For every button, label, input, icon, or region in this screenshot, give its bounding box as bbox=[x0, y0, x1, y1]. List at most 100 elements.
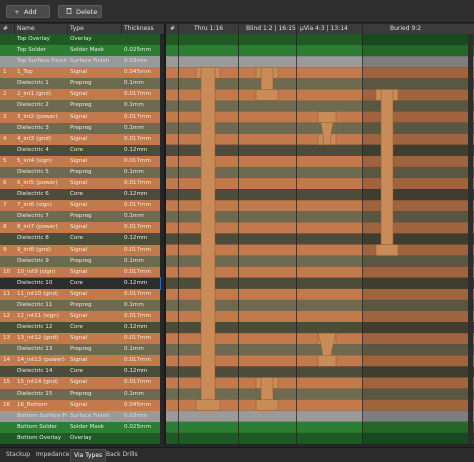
col-header-type[interactable]: Type bbox=[70, 25, 84, 32]
layer-thickness-cell: 0.12mm bbox=[124, 146, 148, 153]
layer-type-cell: Prepreg bbox=[70, 390, 92, 397]
delete-button[interactable]: Delete bbox=[58, 5, 102, 18]
layer-row[interactable]: 6 6_int5 (power) Signal 0.017mm bbox=[0, 178, 160, 190]
vertical-scrollbar[interactable] bbox=[468, 34, 473, 444]
layer-row[interactable]: Dielectric 13 Prepreg 0.1mm bbox=[0, 344, 160, 356]
layer-band bbox=[166, 344, 474, 356]
layer-number-cell bbox=[3, 322, 13, 333]
via-stack-drawing bbox=[166, 34, 474, 444]
layer-number-cell: 15 bbox=[3, 379, 11, 386]
layer-row[interactable]: 14 14_int13 (power) Signal 0.017mm bbox=[0, 355, 160, 367]
layer-thickness-cell: 0.017mm bbox=[124, 246, 151, 253]
layer-row[interactable]: Dielectric 5 Prepreg 0.1mm bbox=[0, 166, 160, 179]
layer-band bbox=[166, 211, 474, 223]
layer-type-cell: Surface Finish bbox=[70, 58, 110, 65]
layer-row[interactable]: Dielectric 3 Prepreg 0.1mm bbox=[0, 122, 160, 134]
layer-row[interactable]: Top Solder Solder Mask 0.025mm bbox=[0, 45, 160, 57]
layer-thickness-cell bbox=[124, 34, 164, 45]
layer-row[interactable]: Top Overlay Overlay bbox=[0, 34, 160, 46]
layer-row[interactable]: 4 4_int3 (gnd) Signal 0.017mm bbox=[0, 133, 160, 146]
layer-band bbox=[166, 432, 474, 444]
layer-thickness-cell: 0.12mm bbox=[124, 191, 148, 198]
layer-row[interactable]: Dielectric 12 Core 0.12mm bbox=[0, 322, 160, 334]
layer-row[interactable]: Dielectric 8 Core 0.12mm bbox=[0, 233, 160, 245]
layer-row[interactable]: 11 11_int10 (gnd) Signal 0.017mm bbox=[0, 288, 160, 301]
layer-row[interactable]: 16 16_Bottom Signal 0.045mm bbox=[0, 399, 160, 411]
col-header-num[interactable]: # bbox=[3, 25, 9, 32]
layer-row[interactable]: 8 8_int7 (power) Signal 0.017mm bbox=[0, 222, 160, 234]
layer-number-cell bbox=[3, 389, 13, 400]
layer-thickness-cell: 0.017mm bbox=[124, 91, 151, 98]
layer-number-cell bbox=[3, 366, 13, 377]
layer-band bbox=[166, 399, 474, 411]
col-header-thickness[interactable]: Thickness bbox=[124, 25, 154, 32]
layer-number-cell bbox=[3, 145, 13, 156]
layer-row[interactable]: 15 15_int14 (gnd) Signal 0.017mm bbox=[0, 377, 160, 389]
col-header-name[interactable]: Name bbox=[17, 25, 35, 32]
layer-thickness-cell: 0.12mm bbox=[124, 324, 148, 331]
tab-stackup[interactable]: Stackup bbox=[6, 451, 31, 458]
layer-band bbox=[166, 366, 474, 378]
layer-band bbox=[166, 377, 474, 389]
layer-row[interactable]: Dielectric 15 Prepreg 0.1mm bbox=[0, 388, 160, 400]
layer-row[interactable]: Dielectric 7 Prepreg 0.1mm bbox=[0, 211, 160, 223]
layer-name-cell: 3_int2 (power) bbox=[17, 113, 58, 120]
panel-divider[interactable] bbox=[164, 24, 166, 444]
via-column-separator bbox=[362, 34, 363, 444]
add-button-label: Add bbox=[24, 8, 37, 16]
via-col-header-buried[interactable]: Buried 9:2 bbox=[390, 25, 422, 32]
layer-number-cell: 12 bbox=[3, 313, 11, 319]
layer-row[interactable]: Dielectric 14 Core 0.12mm bbox=[0, 366, 160, 378]
layer-band bbox=[166, 311, 474, 323]
layer-row[interactable]: Dielectric 1 Prepreg 0.1mm bbox=[0, 78, 160, 90]
layer-row[interactable]: Bottom Overlay Overlay bbox=[0, 432, 160, 445]
layer-name-cell: Dielectric 6 bbox=[17, 191, 49, 198]
layer-row[interactable]: 5 5_int4 (sign) Signal 0.017mm bbox=[0, 155, 160, 168]
via-col-header-num[interactable]: # bbox=[170, 25, 176, 32]
add-button[interactable]: + Add bbox=[6, 5, 50, 18]
layer-row[interactable]: 2 2_int1 (gnd) Signal 0.017mm bbox=[0, 89, 160, 101]
layer-row[interactable]: Dielectric 11 Prepreg 0.1mm bbox=[0, 299, 160, 312]
layer-type-cell: Signal bbox=[70, 69, 88, 76]
layer-row[interactable]: Dielectric 2 Prepreg 0.1mm bbox=[0, 100, 160, 112]
tab-back-drills[interactable]: Back Drills bbox=[106, 451, 138, 458]
layer-row[interactable]: Dielectric 6 Core 0.12mm bbox=[0, 189, 160, 201]
tab-impedance[interactable]: Impedance bbox=[36, 451, 70, 458]
layer-row[interactable]: Dielectric 9 Prepreg 0.1mm bbox=[0, 255, 160, 267]
via-col-header-microvia[interactable]: µVia 4:3 | 13:14 bbox=[300, 25, 348, 32]
layer-row[interactable]: 9 9_int8 (gnd) Signal 0.017mm bbox=[0, 244, 160, 256]
layer-thickness-cell: 0.03mm bbox=[124, 58, 148, 65]
layer-name-cell: 13_int12 (gnd) bbox=[17, 335, 59, 342]
layer-row[interactable]: Top Surface Finish Surface Finish 0.03mm bbox=[0, 56, 160, 68]
via-col-header-blind[interactable]: Blind 1:2 | 16:15 bbox=[246, 25, 296, 32]
layer-band bbox=[166, 244, 474, 256]
layer-thickness-cell: 0.025mm bbox=[124, 47, 151, 54]
layer-thickness-cell: 0.03mm bbox=[124, 412, 148, 419]
microvia-upper-landing bbox=[317, 111, 337, 123]
layer-thickness-cell: 0.1mm bbox=[124, 301, 144, 308]
layer-number-cell: 9 bbox=[3, 246, 7, 253]
layer-thickness-cell: 0.1mm bbox=[124, 102, 144, 109]
layer-type-cell: Signal bbox=[70, 268, 88, 275]
via-col-header-thru[interactable]: Thru 1:16 bbox=[194, 25, 224, 32]
layer-number-cell bbox=[3, 256, 13, 267]
layer-name-cell: Dielectric 1 bbox=[17, 80, 49, 87]
layer-row[interactable]: 3 3_int2 (power) Signal 0.017mm bbox=[0, 111, 160, 123]
layer-row[interactable]: Dielectric 10 Core 0.12mm bbox=[0, 276, 161, 291]
layer-thickness-cell: 0.1mm bbox=[124, 257, 144, 264]
layer-number-cell bbox=[3, 411, 13, 422]
layer-row[interactable]: 1 1_Top Signal 0.045mm bbox=[0, 67, 160, 79]
layer-row[interactable]: 13 13_int12 (gnd) Signal 0.017mm bbox=[0, 333, 160, 345]
layer-row[interactable]: 10 10_int9 (sign) Signal 0.017mm bbox=[0, 266, 160, 278]
layer-type-cell: Prepreg bbox=[70, 301, 92, 308]
layer-number-cell bbox=[3, 211, 13, 222]
layer-row[interactable]: 7 7_int6 (sign) Signal 0.017mm bbox=[0, 200, 160, 212]
layer-band bbox=[166, 100, 474, 112]
layer-row[interactable]: 12 12_int11 (sign) Signal 0.017mm bbox=[0, 311, 160, 323]
layer-row[interactable]: Dielectric 4 Core 0.12mm bbox=[0, 144, 160, 157]
tab-via-types[interactable]: Via Types bbox=[70, 449, 107, 462]
layer-row[interactable]: Bottom Solder Solder Mask 0.025mm bbox=[0, 421, 160, 434]
layer-name-cell: 14_int13 (power) bbox=[17, 357, 65, 364]
layer-thickness-cell bbox=[124, 433, 164, 444]
